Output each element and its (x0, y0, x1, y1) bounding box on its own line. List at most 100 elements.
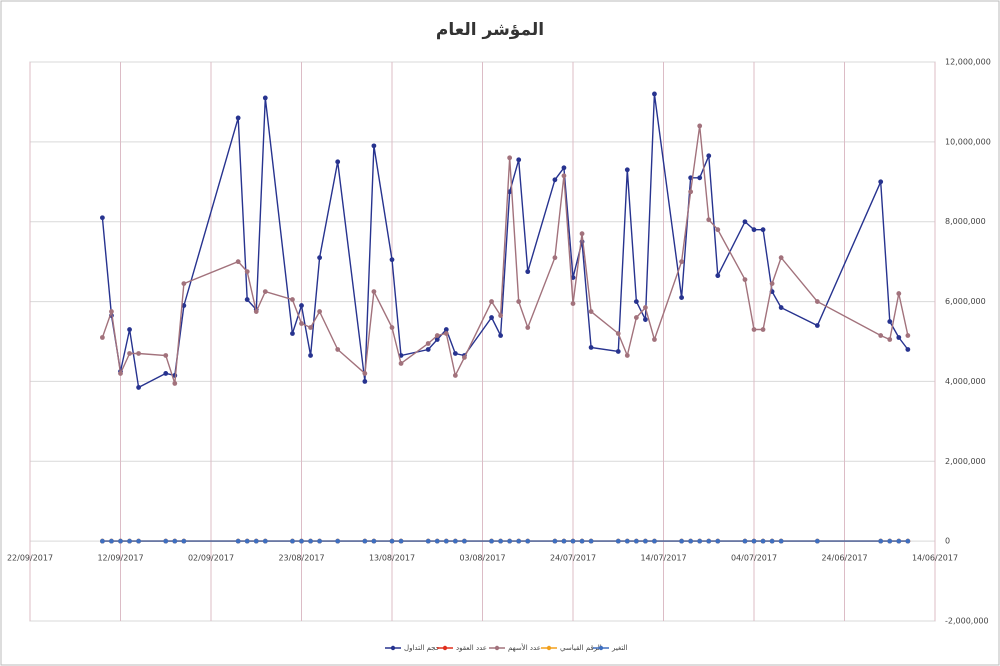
x-tick-label: 14/07/2017 (640, 554, 686, 563)
data-point (127, 538, 132, 544)
data-point (389, 325, 395, 330)
data-point (679, 259, 684, 265)
x-tick-label: 04/07/2017 (731, 554, 777, 563)
data-point (308, 538, 313, 544)
data-point (235, 259, 241, 265)
data-point (389, 257, 395, 263)
data-point (615, 538, 621, 544)
data-point (751, 227, 757, 233)
data-point (643, 538, 648, 544)
data-point (552, 255, 558, 261)
data-point (425, 347, 431, 352)
legend-marker (442, 645, 448, 651)
x-tick-label: 23/08/2017 (278, 554, 324, 563)
data-point (715, 273, 721, 279)
data-point (317, 309, 322, 314)
data-point (462, 355, 467, 360)
data-point (299, 538, 304, 544)
data-point (262, 95, 268, 101)
data-point (769, 281, 775, 287)
data-point (317, 538, 322, 544)
data-point (425, 341, 431, 346)
data-point (715, 538, 721, 544)
data-point (181, 538, 187, 544)
legend-label: عدد العقود (456, 644, 487, 652)
data-point (760, 538, 766, 544)
data-point (498, 538, 503, 544)
data-point (887, 538, 893, 544)
data-point (136, 351, 142, 356)
data-point (181, 281, 187, 287)
data-point (290, 331, 295, 336)
data-point (652, 337, 657, 342)
data-point (697, 175, 703, 181)
data-point (579, 231, 585, 237)
data-point (814, 323, 820, 328)
data-point (561, 538, 567, 544)
data-point (887, 319, 893, 324)
data-point (317, 255, 322, 261)
data-point (751, 538, 757, 544)
data-point (335, 159, 341, 165)
data-point (434, 337, 440, 342)
data-point (443, 331, 449, 336)
y-tick-label: 2,000,000 (945, 457, 986, 466)
x-tick-label: 13/08/2017 (369, 554, 415, 563)
data-point (814, 538, 820, 544)
data-point (878, 179, 884, 185)
data-point (878, 333, 884, 338)
data-point (262, 538, 268, 544)
data-point (290, 297, 295, 302)
data-point (299, 321, 304, 326)
data-point (878, 538, 884, 544)
data-point (127, 351, 132, 356)
data-point (172, 381, 178, 386)
y-tick-label: 6,000,000 (945, 297, 986, 306)
data-point (498, 333, 503, 338)
data-point (335, 347, 341, 352)
data-point (371, 538, 377, 544)
series-line (101, 125, 909, 384)
data-point (362, 538, 368, 544)
x-tick-label: 22/09/2017 (7, 554, 53, 563)
x-tick-label: 02/09/2017 (188, 554, 234, 563)
data-point (633, 299, 639, 304)
data-point (615, 349, 621, 354)
y-tick-label: 10,000,000 (945, 137, 991, 146)
data-point (163, 538, 169, 544)
data-point (896, 538, 902, 544)
data-point (489, 538, 494, 544)
data-point (778, 305, 784, 310)
data-point (679, 538, 684, 544)
data-point (118, 371, 123, 376)
data-point (362, 371, 368, 376)
data-point (552, 538, 558, 544)
legend-label: الرقم القياسي (560, 644, 602, 652)
data-point (109, 538, 114, 544)
x-tick-label: 24/06/2017 (821, 554, 867, 563)
data-point (244, 297, 250, 302)
data-point (525, 325, 531, 330)
data-point (896, 335, 902, 340)
data-point (371, 289, 377, 294)
data-point (715, 227, 721, 233)
data-point (896, 291, 902, 296)
data-point (778, 255, 784, 261)
data-point (434, 538, 440, 544)
legend-label: عدد الأسهم (508, 643, 541, 652)
data-point (905, 538, 911, 544)
data-point (290, 538, 295, 544)
x-tick-label: 24/07/2017 (550, 554, 596, 563)
data-point (163, 353, 169, 358)
data-point (579, 538, 585, 544)
y-tick-label: 0 (945, 537, 950, 546)
data-point (525, 269, 531, 275)
data-point (624, 167, 630, 173)
data-point (100, 335, 105, 340)
data-point (697, 123, 703, 129)
data-point (552, 177, 558, 183)
data-point (308, 353, 313, 358)
y-tick-label: 12,000,000 (945, 58, 991, 67)
data-point (679, 295, 684, 300)
data-point (688, 538, 694, 544)
